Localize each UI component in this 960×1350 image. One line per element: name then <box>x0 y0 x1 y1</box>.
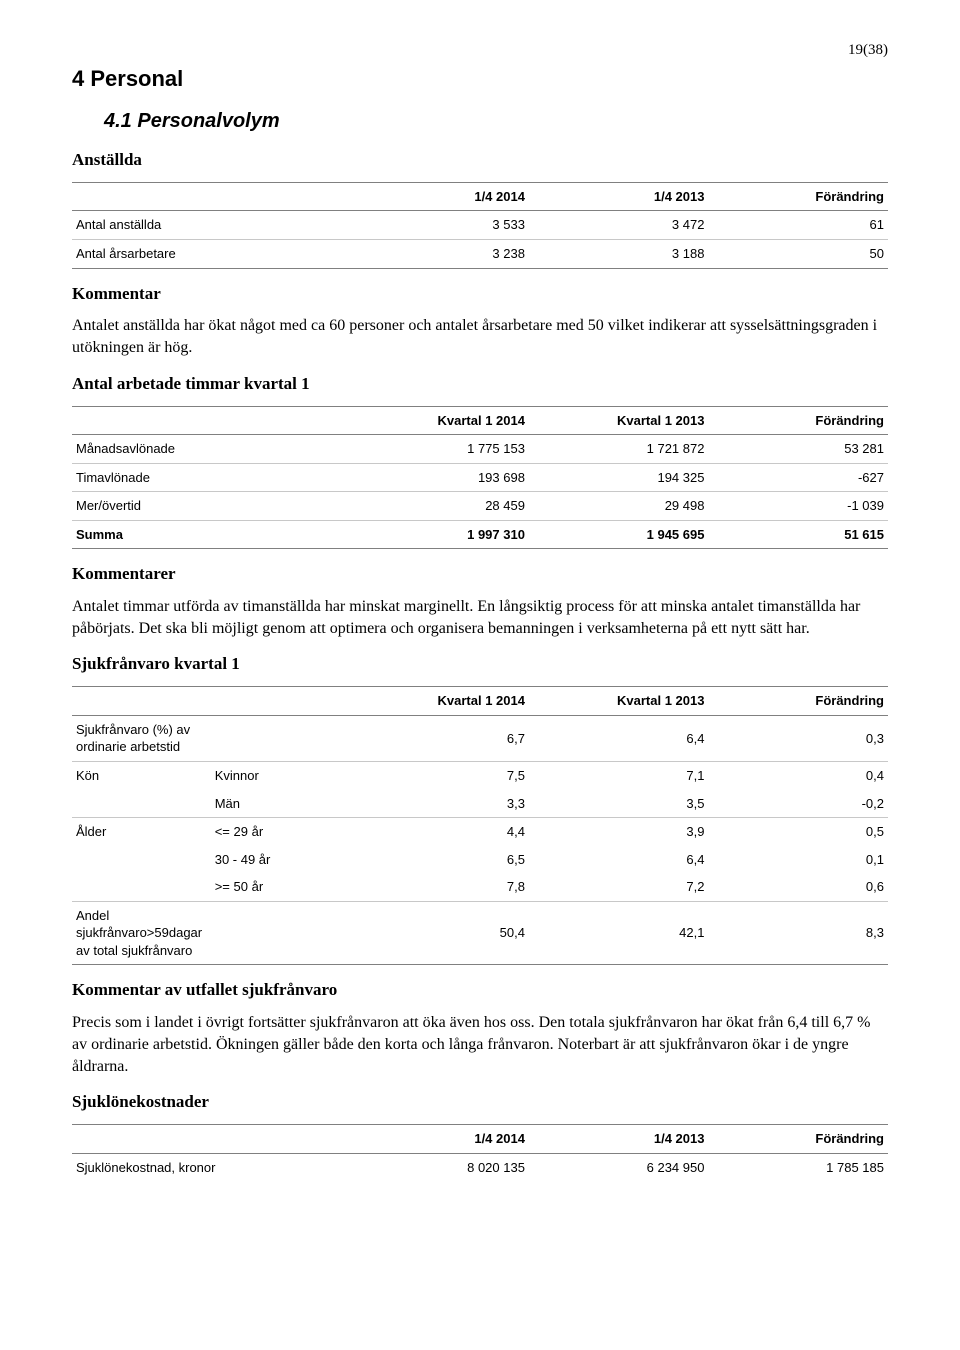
col-header: Förändring <box>708 1125 888 1154</box>
kommentar-sjuk-text: Precis som i landet i övrigt fortsätter … <box>72 1012 888 1077</box>
cell: <= 29 år <box>211 818 350 846</box>
table-sjukfranvaro: Kvartal 1 2014Kvartal 1 2013Förändring S… <box>72 686 888 965</box>
cell: Antal årsarbetare <box>72 239 349 268</box>
cell: 7,1 <box>529 762 709 790</box>
col-header: 1/4 2014 <box>349 182 529 211</box>
cell: 42,1 <box>529 901 709 965</box>
col-header: Kvartal 1 2014 <box>349 406 529 435</box>
page-number: 19(38) <box>72 40 888 60</box>
cell: Månadsavlönade <box>72 435 349 464</box>
heading-personalvolym: 4.1 Personalvolym <box>104 108 888 135</box>
cell: 1 721 872 <box>529 435 709 464</box>
col-header <box>72 406 349 435</box>
col-header: 1/4 2014 <box>349 1125 529 1154</box>
cell: 193 698 <box>349 463 529 492</box>
cell: 53 281 <box>708 435 888 464</box>
cell <box>211 901 350 965</box>
cell: -1 039 <box>708 492 888 521</box>
col-header: Kvartal 1 2014 <box>349 687 529 716</box>
cell: 3,9 <box>529 818 709 846</box>
col-header: Förändring <box>708 687 888 716</box>
cell: Antal anställda <box>72 211 349 240</box>
col-header: Kvartal 1 2013 <box>529 406 709 435</box>
cell: Timavlönade <box>72 463 349 492</box>
cell: 30 - 49 år <box>211 846 350 874</box>
cell: 6,4 <box>529 715 709 761</box>
sum-cell: 51 615 <box>708 520 888 549</box>
sum-cell: 1 997 310 <box>349 520 529 549</box>
cell: 6,7 <box>349 715 529 761</box>
cell: 0,5 <box>708 818 888 846</box>
kommentarer-text: Antalet timmar utförda av timanställda h… <box>72 596 888 639</box>
col-header <box>211 687 350 716</box>
kommentarer-heading: Kommentarer <box>72 563 888 586</box>
cell: 28 459 <box>349 492 529 521</box>
col-header <box>72 1125 349 1154</box>
col-header <box>72 182 349 211</box>
cell: 7,8 <box>349 873 529 901</box>
cell: 3 238 <box>349 239 529 268</box>
cell: 0,4 <box>708 762 888 790</box>
cell: 3,5 <box>529 790 709 818</box>
table-anstallda: 1/4 20141/4 2013Förändring Antal anställ… <box>72 182 888 269</box>
cell: 6 234 950 <box>529 1153 709 1181</box>
cell: >= 50 år <box>211 873 350 901</box>
cell: 0,1 <box>708 846 888 874</box>
cell: Mer/övertid <box>72 492 349 521</box>
cell: 50 <box>708 239 888 268</box>
col-header <box>72 687 211 716</box>
cell: 3 533 <box>349 211 529 240</box>
kommentar-heading: Kommentar <box>72 283 888 306</box>
cell: Andel sjukfrånvaro>59dagar av total sjuk… <box>72 901 211 965</box>
cell <box>211 715 350 761</box>
cell: 1 775 153 <box>349 435 529 464</box>
col-header: Förändring <box>708 182 888 211</box>
cell: 8 020 135 <box>349 1153 529 1181</box>
cell: 3 472 <box>529 211 709 240</box>
cell: 3,3 <box>349 790 529 818</box>
cell: 61 <box>708 211 888 240</box>
cell: Kvinnor <box>211 762 350 790</box>
cell: Män <box>211 790 350 818</box>
cell: 0,6 <box>708 873 888 901</box>
cell: 50,4 <box>349 901 529 965</box>
cell <box>72 846 211 874</box>
cell: Ålder <box>72 818 211 846</box>
sum-cell: 1 945 695 <box>529 520 709 549</box>
cell <box>72 873 211 901</box>
subheading-sjuklonekostnader: Sjuklönekostnader <box>72 1091 888 1114</box>
cell: Sjuklönekostnad, kronor <box>72 1153 349 1181</box>
cell: 6,5 <box>349 846 529 874</box>
cell: -627 <box>708 463 888 492</box>
cell <box>72 790 211 818</box>
cell: -0,2 <box>708 790 888 818</box>
cell: 194 325 <box>529 463 709 492</box>
col-header: Förändring <box>708 406 888 435</box>
subheading-sjukfranvaro: Sjukfrånvaro kvartal 1 <box>72 653 888 676</box>
col-header: 1/4 2013 <box>529 1125 709 1154</box>
table-timmar: Kvartal 1 2014Kvartal 1 2013Förändring M… <box>72 406 888 550</box>
cell: 7,5 <box>349 762 529 790</box>
cell: 29 498 <box>529 492 709 521</box>
cell: 4,4 <box>349 818 529 846</box>
sum-cell: Summa <box>72 520 349 549</box>
cell: 0,3 <box>708 715 888 761</box>
kommentar-sjuk-heading: Kommentar av utfallet sjukfrånvaro <box>72 979 888 1002</box>
cell: Kön <box>72 762 211 790</box>
heading-personal: 4 Personal <box>72 64 888 94</box>
cell: 6,4 <box>529 846 709 874</box>
col-header: Kvartal 1 2013 <box>529 687 709 716</box>
col-header: 1/4 2013 <box>529 182 709 211</box>
cell: 3 188 <box>529 239 709 268</box>
table-sjuklonekostnader: 1/4 20141/4 2013Förändring Sjuklönekostn… <box>72 1124 888 1181</box>
cell: Sjukfrånvaro (%) av ordinarie arbetstid <box>72 715 211 761</box>
subheading-timmar: Antal arbetade timmar kvartal 1 <box>72 373 888 396</box>
cell: 8,3 <box>708 901 888 965</box>
subheading-anstallda: Anställda <box>72 149 888 172</box>
cell: 7,2 <box>529 873 709 901</box>
kommentar-text: Antalet anställda har ökat något med ca … <box>72 315 888 358</box>
cell: 1 785 185 <box>708 1153 888 1181</box>
